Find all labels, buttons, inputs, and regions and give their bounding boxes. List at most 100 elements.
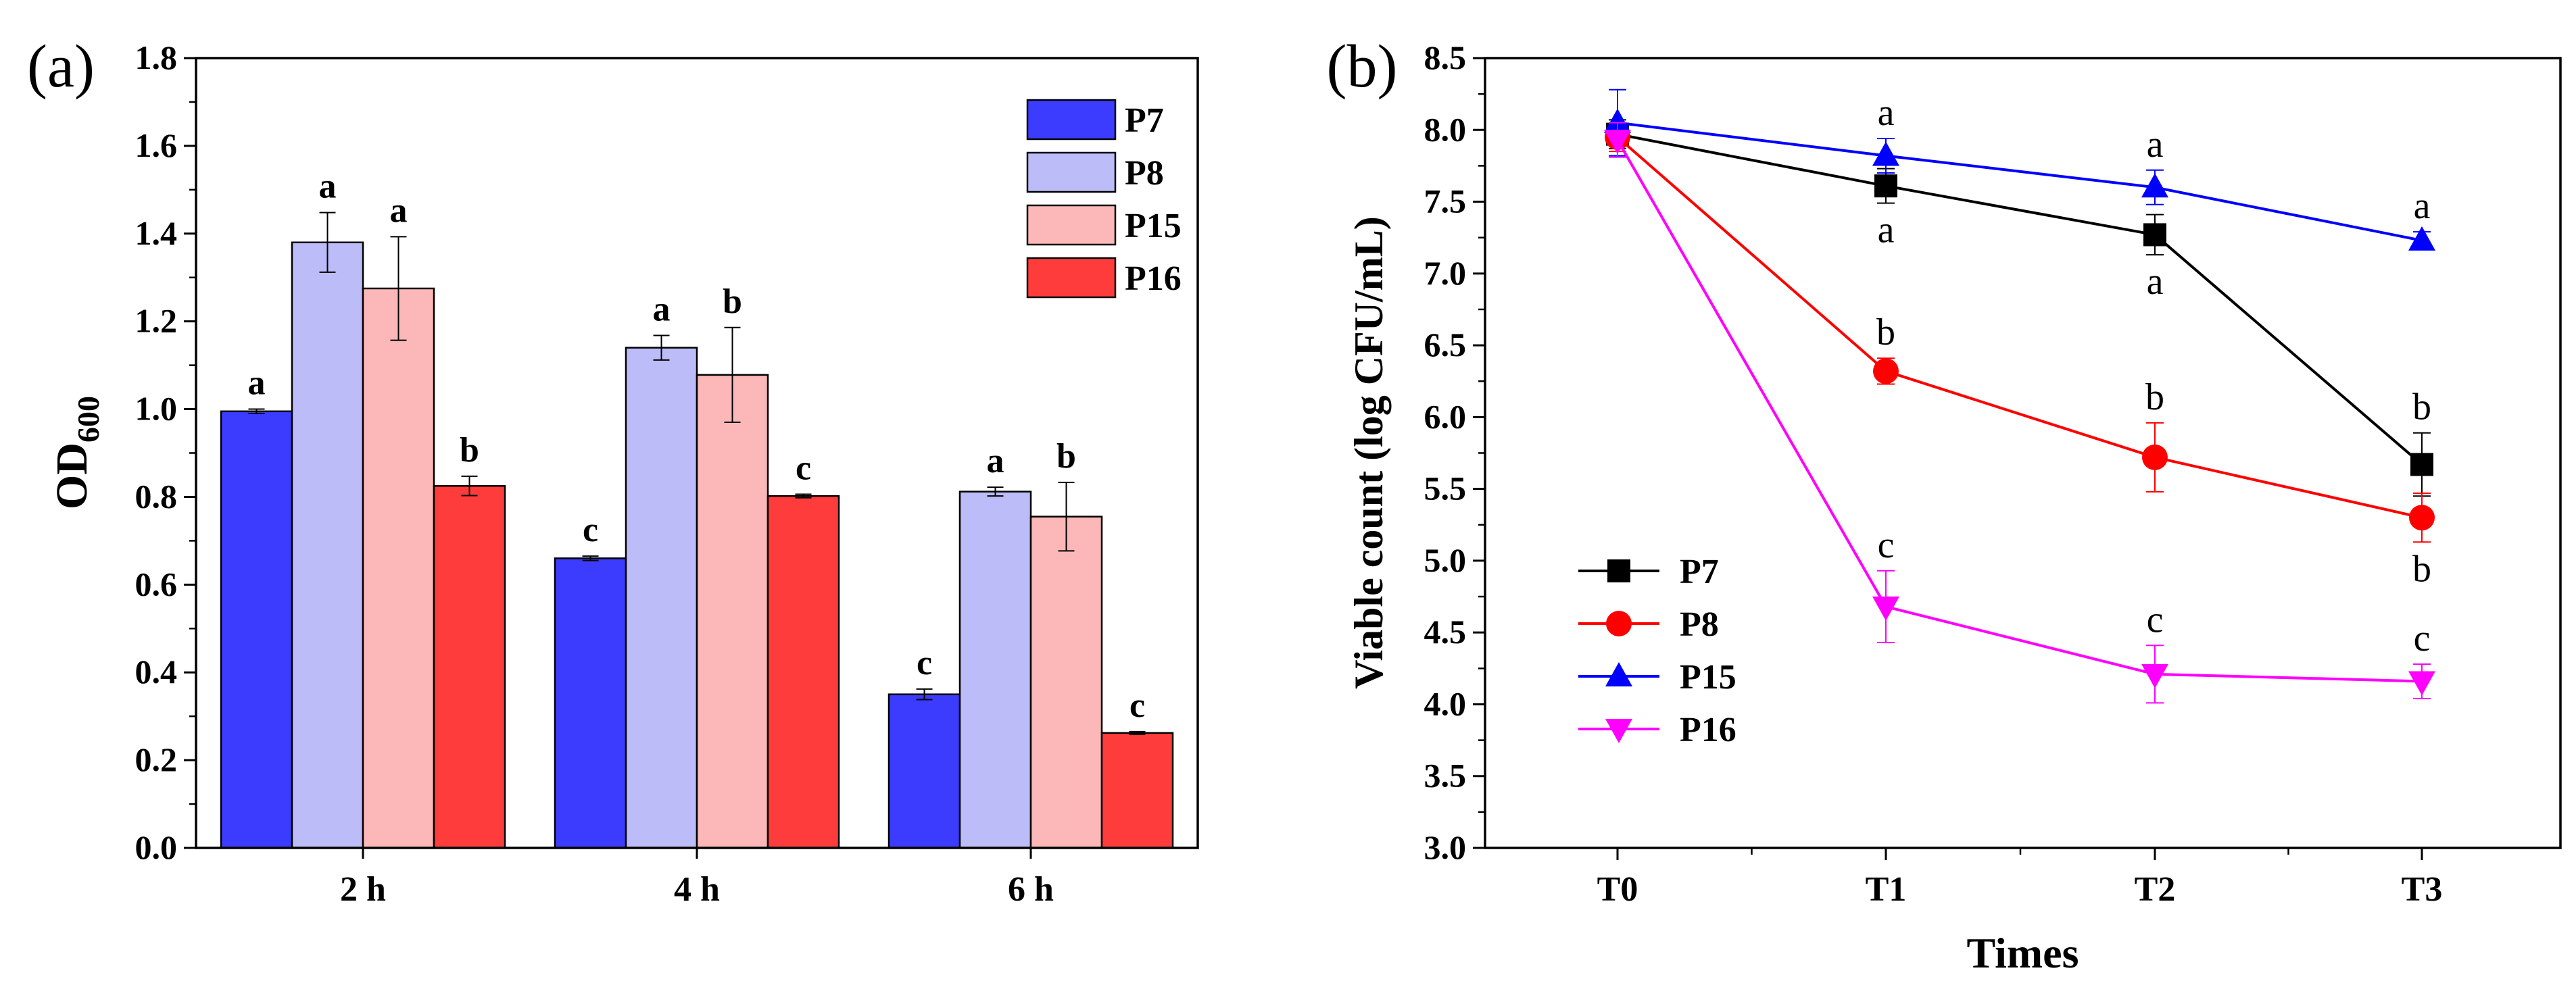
legend-label-p16: P16 bbox=[1680, 711, 1736, 749]
significance-label: c bbox=[583, 511, 598, 549]
significance-label: c bbox=[1129, 686, 1145, 725]
series-line-p15 bbox=[1617, 121, 2423, 242]
bar-p7-1 bbox=[554, 557, 627, 849]
y-tick-label: 3.5 bbox=[1424, 757, 1467, 795]
legend-marker-p8 bbox=[1606, 611, 1632, 636]
significance-label: b bbox=[2412, 548, 2431, 590]
y-tick-label: 1.8 bbox=[135, 39, 178, 76]
significance-label: a bbox=[987, 442, 1004, 480]
marker-p16 bbox=[2408, 671, 2435, 696]
y-tick-label: 1.0 bbox=[135, 390, 178, 428]
y-tick-label: 0.6 bbox=[135, 565, 178, 603]
significance-label: a bbox=[248, 364, 266, 403]
y-tick-label: 0.4 bbox=[135, 653, 178, 690]
x-tick-label: T2 bbox=[2135, 870, 2176, 909]
x-tick-label: 6 h bbox=[1008, 870, 1054, 909]
significance-label: a bbox=[2414, 185, 2431, 227]
bar-p15-0 bbox=[362, 287, 435, 849]
marker-p8 bbox=[1873, 358, 1899, 384]
series-line-p16 bbox=[1616, 139, 2423, 683]
marker-p15 bbox=[2141, 173, 2168, 198]
marker-p8 bbox=[2409, 505, 2435, 531]
bar-p15-1 bbox=[696, 374, 769, 849]
y-tick-label: 1.2 bbox=[135, 302, 178, 340]
x-tick-label: T3 bbox=[2402, 870, 2443, 909]
marker-p7 bbox=[2143, 223, 2166, 247]
legend-label-p8: P8 bbox=[1125, 154, 1164, 193]
y-tick-label: 7.0 bbox=[1424, 254, 1467, 292]
significance-label: c bbox=[796, 449, 811, 488]
marker-p16 bbox=[1872, 596, 1899, 621]
legend-label-p15: P15 bbox=[1680, 658, 1736, 697]
y-tick-label: 6.0 bbox=[1424, 397, 1467, 435]
significance-label: a bbox=[1878, 209, 1895, 251]
y-tick-label: 8.5 bbox=[1424, 39, 1467, 76]
bar-p8-2 bbox=[958, 491, 1032, 849]
y-tick-label: 3.0 bbox=[1424, 828, 1467, 866]
y-tick-label: 0.2 bbox=[135, 740, 178, 778]
marker-p15 bbox=[1604, 108, 1631, 133]
bar-p7-0 bbox=[220, 410, 293, 849]
significance-label: c bbox=[2414, 618, 2431, 659]
bar-p15-2 bbox=[1029, 515, 1103, 849]
legend-label-p8: P8 bbox=[1680, 605, 1719, 644]
bar-p16-1 bbox=[767, 495, 840, 849]
x-tick-label: 2 h bbox=[340, 870, 386, 909]
marker-p8 bbox=[2142, 444, 2168, 470]
marker-p15 bbox=[1872, 141, 1899, 166]
significance-label: b bbox=[1056, 437, 1076, 476]
series-line-p7 bbox=[1617, 132, 2423, 466]
y-tick-label: 4.5 bbox=[1424, 613, 1467, 651]
legend-marker-p15 bbox=[1605, 662, 1632, 686]
y-axis-label-a: OD600 bbox=[47, 396, 105, 509]
y-tick-label: 4.0 bbox=[1424, 684, 1467, 722]
y-tick-label: 6.5 bbox=[1424, 326, 1467, 363]
y-tick-label: 7.5 bbox=[1424, 182, 1467, 220]
significance-label: c bbox=[2147, 599, 2164, 640]
x-axis-label-b: Times bbox=[1967, 929, 2079, 977]
marker-p7 bbox=[1874, 174, 1897, 198]
significance-label: a bbox=[1878, 92, 1895, 134]
legend-label-p15: P15 bbox=[1125, 207, 1182, 245]
legend-swatch-p16 bbox=[1026, 257, 1117, 299]
significance-label: a bbox=[2147, 261, 2164, 303]
series-line-p8 bbox=[1616, 136, 2423, 520]
significance-label: b bbox=[2412, 386, 2431, 428]
legend-marker-p16 bbox=[1605, 719, 1632, 743]
bar-p16-0 bbox=[433, 484, 506, 849]
y-tick-label: 1.6 bbox=[135, 126, 178, 164]
bar-p7-2 bbox=[888, 693, 961, 849]
y-tick-label: 8.0 bbox=[1424, 110, 1467, 148]
significance-label: c bbox=[1878, 524, 1895, 566]
panel-label-b: (b) bbox=[1327, 33, 1398, 100]
y-tick-label: 5.0 bbox=[1424, 541, 1467, 579]
significance-label: c bbox=[917, 644, 932, 682]
significance-label: b bbox=[723, 282, 742, 321]
legend-label-p7: P7 bbox=[1125, 101, 1164, 140]
significance-label: b bbox=[460, 431, 479, 470]
x-tick-label: 4 h bbox=[674, 870, 720, 909]
y-axis-label-b: Viable count (log CFU/mL) bbox=[1346, 216, 1391, 688]
y-axis-label-sub: 600 bbox=[71, 396, 105, 443]
x-tick-label: T1 bbox=[1866, 870, 1907, 909]
y-tick-label: 5.5 bbox=[1424, 470, 1467, 507]
marker-p16 bbox=[2141, 663, 2168, 688]
legend-marker-p7 bbox=[1607, 559, 1630, 582]
panel-label-a: (a) bbox=[27, 33, 95, 100]
y-axis-label-main: OD bbox=[47, 443, 97, 509]
marker-p16 bbox=[1604, 130, 1631, 155]
significance-label: b bbox=[2145, 376, 2164, 418]
significance-label: a bbox=[2147, 124, 2164, 166]
legend-swatch-p15 bbox=[1026, 204, 1117, 246]
x-tick-label: T0 bbox=[1597, 870, 1638, 909]
significance-label: b bbox=[1876, 311, 1895, 353]
marker-p15 bbox=[2408, 226, 2435, 251]
bar-p8-1 bbox=[625, 347, 698, 849]
legend-label-p7: P7 bbox=[1680, 553, 1719, 591]
significance-label: a bbox=[319, 168, 337, 206]
bar-p16-2 bbox=[1100, 732, 1174, 849]
y-tick-label: 0.8 bbox=[135, 477, 178, 515]
bar-p8-0 bbox=[291, 241, 364, 849]
legend-swatch-p8 bbox=[1026, 151, 1117, 193]
